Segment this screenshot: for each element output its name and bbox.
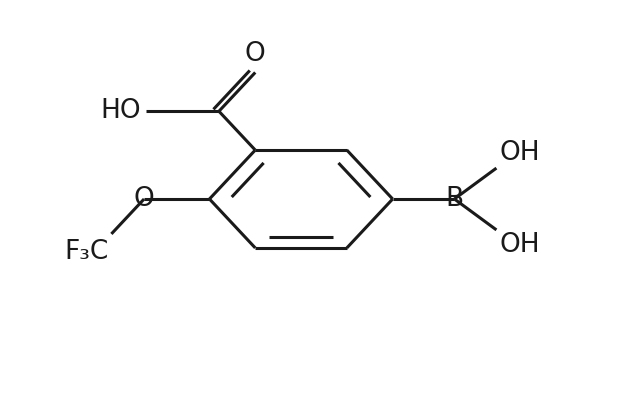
Text: F₃C: F₃C <box>64 239 108 265</box>
Text: O: O <box>134 186 154 212</box>
Text: OH: OH <box>500 140 540 166</box>
Text: B: B <box>445 186 463 212</box>
Text: HO: HO <box>100 98 141 124</box>
Text: OH: OH <box>500 232 540 258</box>
Text: O: O <box>245 41 266 67</box>
